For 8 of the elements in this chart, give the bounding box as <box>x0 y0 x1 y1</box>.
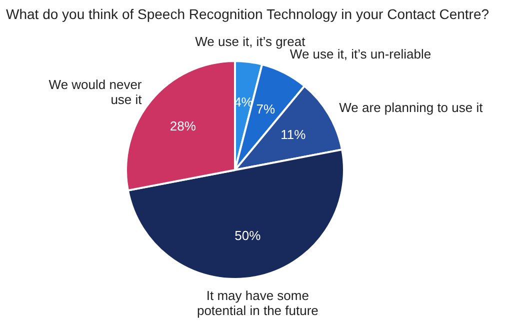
slice-label: It may have some potential in the future <box>196 288 318 318</box>
data-label: 28% <box>170 118 196 134</box>
data-label: 7% <box>256 101 276 116</box>
slice-label: We would never use it <box>48 76 142 107</box>
data-label: 50% <box>234 228 262 243</box>
slice-label: We are planning to use it <box>339 100 484 115</box>
data-label: 11% <box>280 127 306 142</box>
chart-title: What do you think of Speech Recognition Technology in your Contact Centre? <box>5 5 490 24</box>
